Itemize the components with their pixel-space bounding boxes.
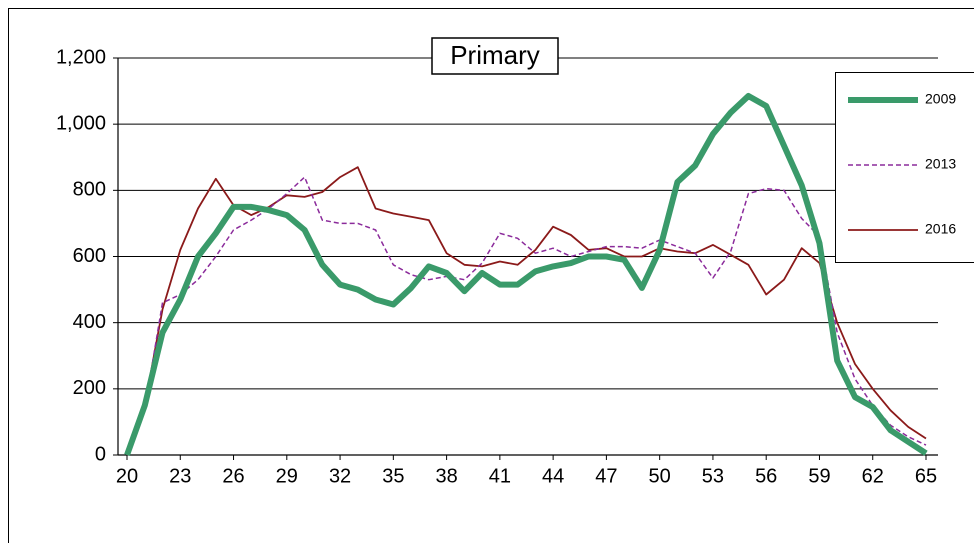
x-tick-label: 50 <box>649 465 671 487</box>
y-tick-label: 400 <box>73 311 106 333</box>
legend-label: 2009 <box>925 91 956 107</box>
series-line <box>124 93 928 457</box>
x-tick-label: 56 <box>755 465 777 487</box>
y-tick-label: 600 <box>73 245 106 267</box>
x-tick-label: 53 <box>702 465 724 487</box>
y-tick-label: 0 <box>95 443 106 465</box>
y-tick-label: 200 <box>73 377 106 399</box>
x-tick-label: 35 <box>382 465 404 487</box>
series-line <box>126 176 927 456</box>
x-tick-label: 41 <box>489 465 511 487</box>
x-tick-label: 47 <box>595 465 617 487</box>
plot-area: 0 200 400 600 800 1,000 1,200 20 23 26 29 32 35 38 41 4… <box>56 46 938 487</box>
x-tick-label: 62 <box>862 465 884 487</box>
x-tick-label: 65 <box>915 465 937 487</box>
y-tick-label: 1,200 <box>56 46 106 68</box>
legend: 2009 2013 2016 <box>848 91 956 237</box>
x-tick-label: 23 <box>169 465 191 487</box>
y-tick-label: 1,000 <box>56 112 106 134</box>
chart-title: Primary <box>450 40 540 70</box>
x-tick-label: 38 <box>435 465 457 487</box>
x-tick-label: 26 <box>222 465 244 487</box>
legend-label: 2013 <box>925 156 956 172</box>
x-tick-label: 32 <box>329 465 351 487</box>
x-tick-label: 20 <box>116 465 138 487</box>
y-tick-label: 800 <box>73 179 106 201</box>
legend-label: 2016 <box>925 221 956 237</box>
x-tick-label: 29 <box>276 465 298 487</box>
x-tick-label: 59 <box>808 465 830 487</box>
x-tick-label: 44 <box>542 465 564 487</box>
title-box <box>431 37 559 75</box>
